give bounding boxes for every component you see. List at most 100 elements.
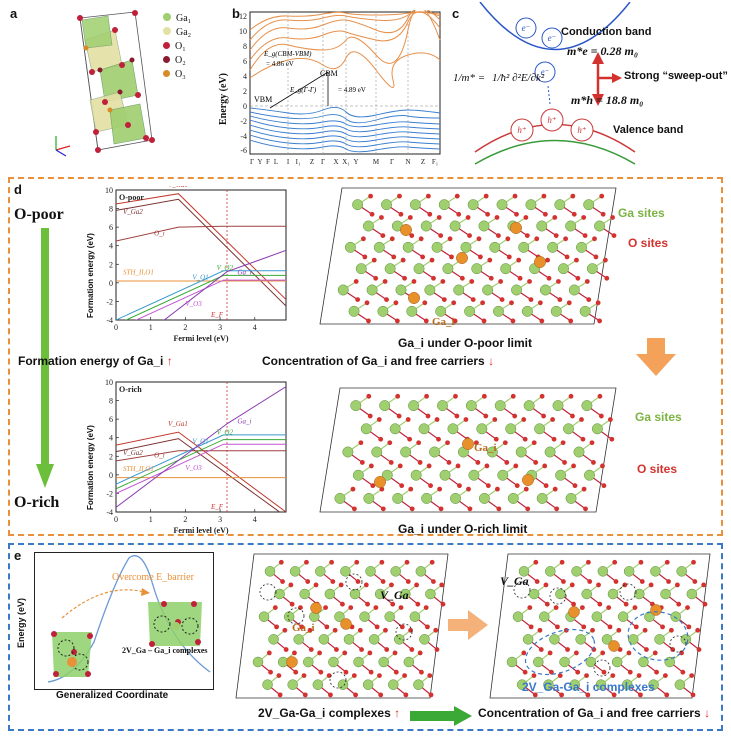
ga-atom [547, 241, 559, 253]
o-atom [390, 601, 396, 607]
o-atom [415, 601, 421, 607]
o-atom [388, 460, 394, 465]
ga-atom [318, 634, 330, 645]
formation-energy-label: Formation energy of Ga_i [18, 354, 164, 368]
ga-atom [586, 263, 598, 275]
series-label: V_O1 [192, 274, 208, 282]
o-atom [469, 279, 475, 284]
o-atom [572, 483, 578, 489]
o-atom [546, 275, 552, 281]
o-atom [394, 318, 400, 324]
ga-atom [402, 241, 414, 253]
band-xtick: I₁ [296, 158, 301, 166]
ytick-label: 2 [109, 260, 113, 269]
o-atom [552, 486, 558, 492]
o-atom [485, 483, 491, 489]
series-label: O_i [154, 229, 165, 237]
ga-atom [437, 400, 448, 412]
o-atom [426, 463, 432, 469]
o-atom [600, 650, 606, 656]
o-atom [537, 300, 543, 306]
hole-particle [510, 118, 534, 142]
o-atom [559, 692, 564, 698]
series-label: V_Ga1 [168, 420, 188, 428]
o-atom [595, 300, 601, 306]
xtick-label: 2 [183, 515, 187, 524]
o-atom [292, 650, 297, 656]
ga-atom [378, 656, 389, 668]
o-atom [560, 440, 566, 446]
o-atom [384, 297, 389, 302]
band-xtick: Γ [250, 158, 254, 166]
gai-atom [608, 640, 620, 652]
o-atom [611, 233, 617, 238]
o-atom [367, 650, 373, 656]
ga-atom [409, 611, 421, 622]
series-line [124, 274, 286, 320]
o-atom [584, 673, 589, 678]
o-atom [648, 582, 654, 588]
o-atom [301, 673, 307, 678]
ga-atom [622, 679, 633, 690]
ga-atom [544, 446, 556, 458]
o-atom [398, 211, 404, 217]
ga-atom [400, 588, 411, 600]
gai-atom [456, 252, 468, 264]
o-atom [293, 669, 299, 675]
o-atom [429, 559, 435, 565]
panel-label-a: a [10, 6, 18, 21]
series-line [116, 439, 286, 490]
unit-cell-frame [235, 553, 449, 699]
o-atom [484, 463, 490, 469]
band-xtick: Y [353, 158, 358, 166]
o-atom [580, 605, 585, 610]
ytick-label: 4 [109, 434, 113, 443]
band-ytick: -2 [240, 117, 247, 126]
ga-atom [403, 656, 415, 668]
band-xtick: M [373, 158, 380, 166]
o-atom [638, 692, 643, 698]
ga-atom [289, 566, 301, 577]
o-atom [483, 413, 489, 419]
o-atom [414, 582, 419, 588]
o-atom [278, 559, 284, 565]
o-atom [475, 460, 481, 465]
o-atom [532, 692, 538, 698]
ga-atom [348, 305, 360, 317]
o-atom [379, 559, 385, 565]
series-label: V_Ga2 [123, 449, 143, 457]
o-atom [528, 624, 534, 630]
formation-chart-o-poor: 1086420-2-401234E_FV_Ga1V_Ga2O_iSTH_II,O… [105, 186, 287, 343]
o-atom [476, 236, 482, 242]
structure-e-right [489, 553, 711, 699]
unit-cell-frame [319, 387, 617, 513]
complex-small-label: 2V_Ga – Ga_i complexes [122, 646, 208, 655]
band-xtick: Γ [321, 158, 325, 166]
o-atom [675, 582, 680, 588]
o-atom [342, 650, 348, 656]
o-atom [680, 669, 686, 675]
o-atom [557, 673, 563, 678]
o-atom [425, 193, 431, 199]
o-atom [483, 193, 489, 199]
o-atom [584, 279, 590, 284]
o-atom [586, 297, 592, 302]
o-atom [611, 692, 617, 698]
o-atom [492, 417, 498, 422]
o-atom [561, 579, 566, 584]
series-line [116, 193, 286, 300]
ga-atom [595, 679, 607, 690]
series-line [116, 225, 286, 242]
o-atom [425, 624, 430, 630]
ga-atom [555, 469, 567, 481]
ga-atom [660, 588, 671, 600]
ga-atom [449, 220, 461, 232]
o-atom [307, 627, 313, 633]
o-atom [527, 605, 533, 610]
o-atom [600, 463, 605, 469]
ga-atom [425, 588, 436, 600]
ga-atom [328, 656, 339, 668]
o-atom [417, 650, 423, 656]
concentration-text-d: Concentration of Ga_i and free carriers … [262, 354, 494, 368]
